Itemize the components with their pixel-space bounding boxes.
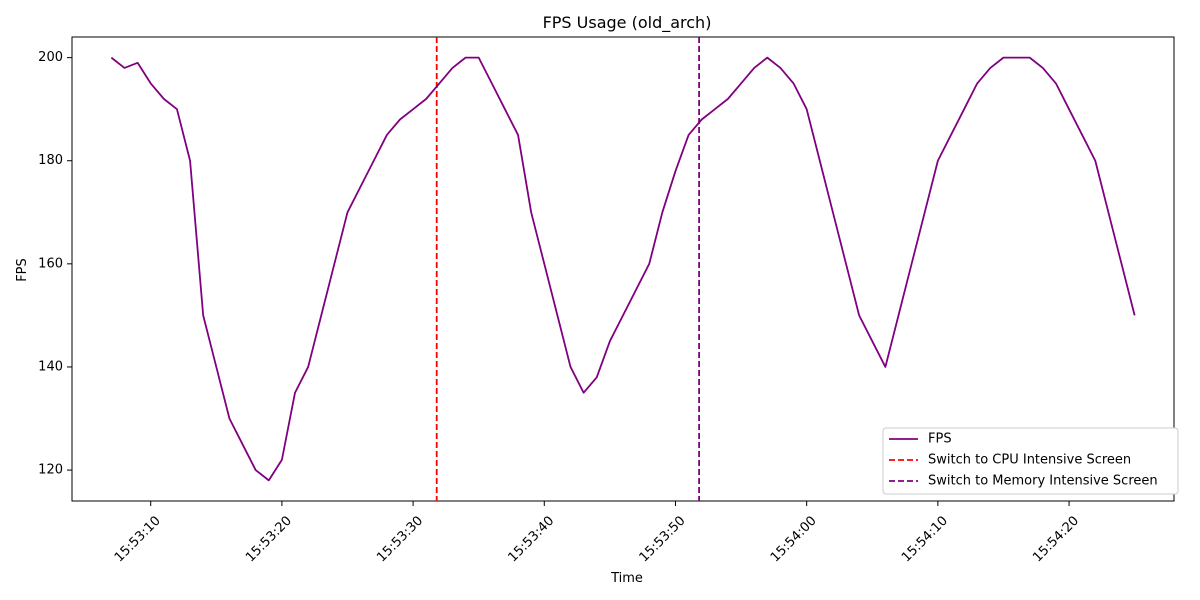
x-axis-label: Time: [610, 571, 643, 586]
event-lines: [435, 37, 700, 501]
legend-box: [882, 427, 1179, 495]
x-tick-label: 15:53:50: [637, 513, 689, 565]
series-layer: [110, 56, 1136, 482]
y-tick-label: 200: [38, 50, 63, 65]
plot-area: [71, 36, 1175, 502]
legend-item-memory-switch-label: Switch to Memory Intensive Screen: [928, 474, 1158, 489]
x-tick-label: 15:53:40: [505, 513, 557, 565]
y-tick-label: 120: [38, 463, 63, 478]
chart-title: FPS Usage (old_arch): [543, 13, 712, 33]
legend: FPS Switch to CPU Intensive Screen Switch …: [882, 427, 1179, 495]
series-line-fps: [110, 56, 1136, 482]
y-tick-label: 160: [38, 256, 63, 271]
y-axis: 120 140 160 180 200: [38, 50, 72, 478]
y-tick-label: 140: [38, 359, 63, 374]
y-axis-label: FPS: [15, 258, 30, 282]
x-tick-label: 15:54:20: [1030, 513, 1082, 565]
legend-item-fps-label: FPS: [928, 432, 952, 447]
x-axis: 15:53:10 15:53:20 15:53:30 15:53:40 15:53:50…: [112, 501, 1082, 565]
y-tick-label: 180: [38, 153, 63, 168]
x-tick-label: 15:53:20: [243, 513, 295, 565]
x-tick-label: 15:54:10: [899, 513, 951, 565]
x-tick-label: 15:54:00: [768, 513, 820, 565]
x-tick-label: 15:53:10: [112, 513, 164, 565]
legend-item-cpu-switch-label: Switch to CPU Intensive Screen: [928, 453, 1131, 468]
x-tick-label: 15:53:30: [374, 513, 426, 565]
